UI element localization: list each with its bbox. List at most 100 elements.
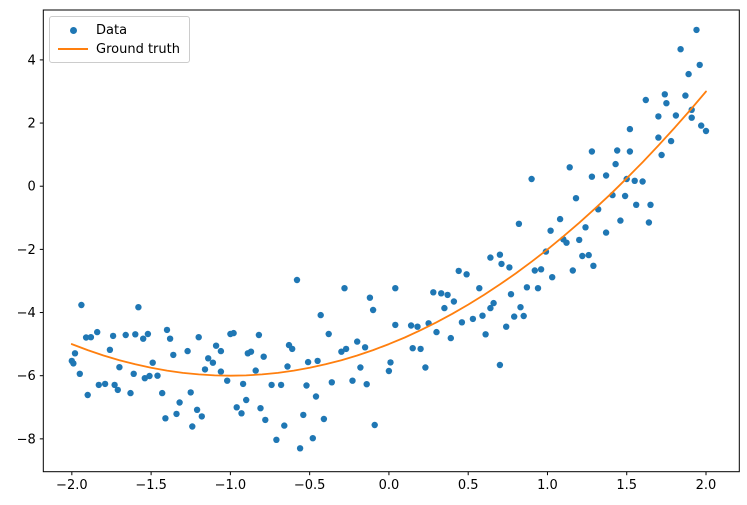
data-point: [602, 172, 610, 179]
data-point: [304, 358, 312, 366]
data-point: [463, 271, 470, 278]
data-point: [631, 177, 638, 184]
data-point: [135, 304, 142, 311]
data-point: [101, 380, 109, 388]
data-point: [693, 26, 700, 34]
data-point: [579, 252, 586, 260]
data-point: [363, 381, 370, 388]
data-point: [438, 290, 445, 297]
data-point: [387, 359, 394, 366]
data-point: [189, 423, 196, 430]
data-point: [655, 113, 662, 120]
data-point: [255, 331, 263, 339]
data-point: [626, 125, 634, 133]
data-point: [537, 266, 545, 273]
data-point: [476, 285, 483, 292]
data-point: [667, 137, 675, 145]
data-point: [111, 381, 118, 389]
data-point: [417, 345, 424, 353]
data-point: [588, 173, 596, 180]
x-tick-label: −2.0: [56, 478, 88, 493]
data-point: [76, 370, 84, 377]
data-point: [702, 127, 710, 135]
data-point: [163, 326, 171, 334]
legend-item-data: Data: [58, 22, 180, 38]
data-point: [547, 227, 554, 234]
data-point: [455, 267, 462, 275]
data-point: [338, 348, 345, 355]
data-point: [293, 276, 301, 284]
data-point: [354, 338, 361, 345]
data-point: [450, 298, 458, 305]
data-point: [685, 70, 692, 78]
data-point: [154, 372, 161, 379]
data-point: [233, 404, 240, 411]
legend-label-data: Data: [96, 22, 128, 38]
legend: Data Ground truth: [49, 16, 190, 63]
data-point: [296, 445, 304, 452]
y-tick-label: 4: [28, 53, 36, 68]
data-point: [114, 386, 122, 394]
data-point: [349, 377, 356, 384]
x-tick-label: 1.5: [616, 478, 637, 493]
data-point: [273, 436, 280, 443]
y-tick-label: −6: [17, 369, 36, 384]
data-point: [209, 359, 217, 366]
data-point: [166, 335, 174, 342]
data-point: [289, 345, 296, 353]
data-point: [132, 331, 139, 338]
data-point: [549, 274, 556, 281]
data-point: [409, 345, 416, 352]
data-point: [224, 377, 231, 384]
x-tick-label: −0.5: [294, 478, 326, 493]
data-point: [639, 178, 646, 185]
data-point: [361, 344, 369, 351]
data-point: [490, 299, 497, 307]
data-point: [487, 304, 494, 312]
data-point: [479, 312, 486, 319]
y-tick-label: −8: [17, 432, 36, 447]
data-point: [498, 260, 505, 268]
x-tick-label: 2.0: [696, 478, 717, 493]
data-point: [430, 289, 437, 296]
data-point: [677, 46, 684, 53]
y-tick-label: 2: [28, 117, 36, 132]
data-point: [444, 291, 451, 299]
data-point: [517, 304, 524, 311]
data-point: [520, 312, 527, 320]
data-point: [633, 201, 640, 208]
data-point: [87, 334, 95, 341]
data-point: [262, 416, 269, 424]
data-point: [642, 96, 649, 104]
data-point: [407, 322, 415, 329]
data-point: [277, 381, 285, 389]
data-point: [170, 351, 177, 359]
data-point: [528, 175, 535, 183]
data-point: [556, 215, 564, 223]
legend-label-ground-truth: Ground truth: [96, 41, 180, 57]
x-tick-label: 1.0: [537, 478, 558, 493]
data-point: [146, 372, 153, 380]
data-point: [507, 291, 515, 298]
data-point: [212, 342, 220, 349]
legend-handle: [58, 26, 88, 34]
data-marker-icon: [69, 26, 77, 34]
data-point: [511, 313, 518, 320]
data-point: [320, 415, 328, 423]
data-point: [140, 335, 147, 342]
x-tick-label: 0.5: [458, 478, 479, 493]
data-point: [614, 147, 621, 154]
data-point: [563, 239, 570, 246]
data-point: [655, 134, 662, 141]
data-point: [71, 350, 79, 357]
data-point: [672, 112, 680, 119]
data-point: [95, 381, 103, 389]
data-point: [569, 267, 576, 274]
y-tick-label: 0: [28, 180, 36, 195]
data-point: [303, 382, 310, 389]
data-point: [682, 92, 689, 99]
data-point: [572, 195, 580, 202]
y-tick-label: −2: [17, 243, 36, 258]
data-point: [414, 323, 421, 330]
